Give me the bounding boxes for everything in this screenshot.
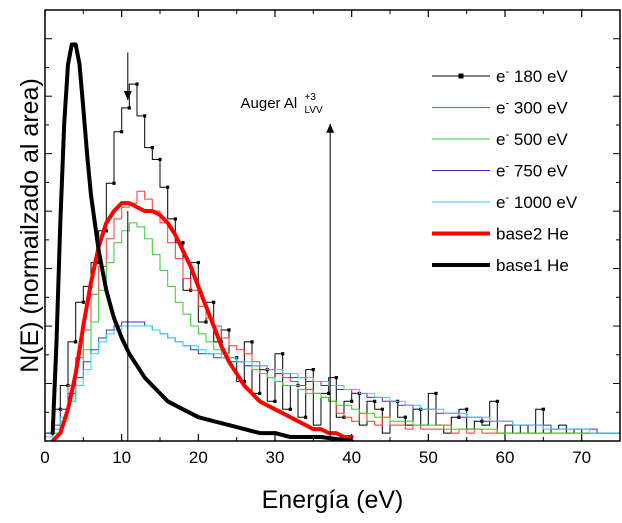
legend-item: e- 750 eV bbox=[432, 161, 568, 181]
legend-label: e- 1000 eV bbox=[496, 192, 578, 212]
series-0-marker bbox=[495, 399, 499, 403]
series-line-4 bbox=[45, 325, 620, 438]
series-0-marker bbox=[81, 300, 85, 304]
series-0-marker bbox=[120, 130, 124, 134]
series-0-marker bbox=[212, 300, 216, 304]
auger-label-subscript: LVV bbox=[305, 105, 323, 116]
x-tick-label: 30 bbox=[266, 448, 285, 467]
auger-label: Auger Al bbox=[241, 95, 298, 112]
series-0-marker bbox=[242, 379, 246, 384]
series-line-2 bbox=[45, 222, 620, 438]
series-layer bbox=[45, 42, 620, 441]
x-tick-label: 40 bbox=[342, 448, 361, 467]
legend: e- 180 eV e- 300 eV e- 500 eV e- 750 eV e- 1… bbox=[432, 66, 578, 275]
legend-item: e- 500 eV bbox=[432, 129, 568, 149]
peak-arrow-head bbox=[123, 90, 132, 100]
series-0-marker bbox=[380, 407, 384, 411]
x-tick-label: 70 bbox=[572, 448, 591, 467]
series-0-marker bbox=[311, 368, 315, 372]
legend-item: base2 He bbox=[432, 225, 569, 244]
x-tick-label: 0 bbox=[40, 448, 49, 467]
series-0-marker bbox=[150, 145, 154, 150]
auger-arrow-head bbox=[326, 123, 335, 133]
series-0-marker bbox=[158, 157, 162, 162]
x-axis-label: Energía (eV) bbox=[262, 486, 404, 514]
series-0-marker bbox=[327, 391, 331, 396]
x-tick-label: 10 bbox=[112, 448, 131, 467]
series-0-marker bbox=[250, 340, 254, 344]
legend-label: e- 750 eV bbox=[496, 161, 568, 181]
x-tick-label: 60 bbox=[496, 448, 515, 467]
tick-layer: 0 10 20 30 40 50 60 70 bbox=[40, 10, 620, 467]
series-0-marker bbox=[281, 352, 285, 356]
series-0-marker bbox=[304, 415, 308, 419]
series-0-marker bbox=[127, 106, 131, 110]
legend-label: base1 He bbox=[496, 256, 569, 275]
series-0-marker bbox=[334, 375, 338, 380]
series-line-0 bbox=[45, 83, 620, 434]
series-0-marker bbox=[350, 399, 354, 403]
legend-label: e- 500 eV bbox=[496, 129, 568, 149]
series-0-marker bbox=[288, 407, 292, 411]
series-0-marker bbox=[166, 185, 170, 189]
series-0-marker bbox=[258, 391, 262, 396]
legend-item: e- 300 eV bbox=[432, 98, 568, 118]
series-0-marker bbox=[74, 340, 78, 344]
series-0-marker bbox=[434, 391, 438, 396]
series-0-marker bbox=[227, 328, 231, 332]
legend-item: base1 He bbox=[432, 256, 569, 275]
legend-label: base2 He bbox=[496, 225, 569, 244]
series-0-marker bbox=[173, 217, 177, 221]
series-0-marker bbox=[541, 407, 545, 411]
x-tick-label: 20 bbox=[189, 448, 208, 467]
legend-marker bbox=[458, 73, 464, 79]
series-line-6 bbox=[50, 42, 354, 441]
series-0-marker bbox=[181, 241, 185, 245]
legend-item: e- 180 eV bbox=[432, 66, 568, 86]
series-0-marker bbox=[196, 260, 200, 265]
series-0-marker bbox=[273, 399, 277, 403]
series-line-5 bbox=[50, 201, 354, 441]
legend-item: e- 1000 eV bbox=[432, 192, 578, 212]
series-0-marker bbox=[373, 399, 377, 403]
series-0-marker bbox=[403, 415, 407, 419]
series-0-marker bbox=[135, 82, 139, 86]
series-0-marker bbox=[97, 260, 101, 265]
x-tick-label: 50 bbox=[419, 448, 438, 467]
auger-label-superscript: +3 bbox=[305, 92, 317, 103]
plot-frame bbox=[44, 9, 621, 442]
series-0-marker bbox=[465, 407, 469, 411]
series-0-marker bbox=[143, 114, 147, 118]
series-0-marker bbox=[204, 320, 208, 324]
legend-label: e- 180 eV bbox=[496, 66, 568, 86]
annotation-layer: Auger Al +3 LVV bbox=[123, 52, 335, 441]
series-0-marker bbox=[112, 181, 116, 185]
series-0-marker bbox=[104, 229, 108, 233]
legend-label: e- 300 eV bbox=[496, 98, 568, 118]
y-axis-label: N(E) (normailzado al area) bbox=[16, 78, 44, 373]
